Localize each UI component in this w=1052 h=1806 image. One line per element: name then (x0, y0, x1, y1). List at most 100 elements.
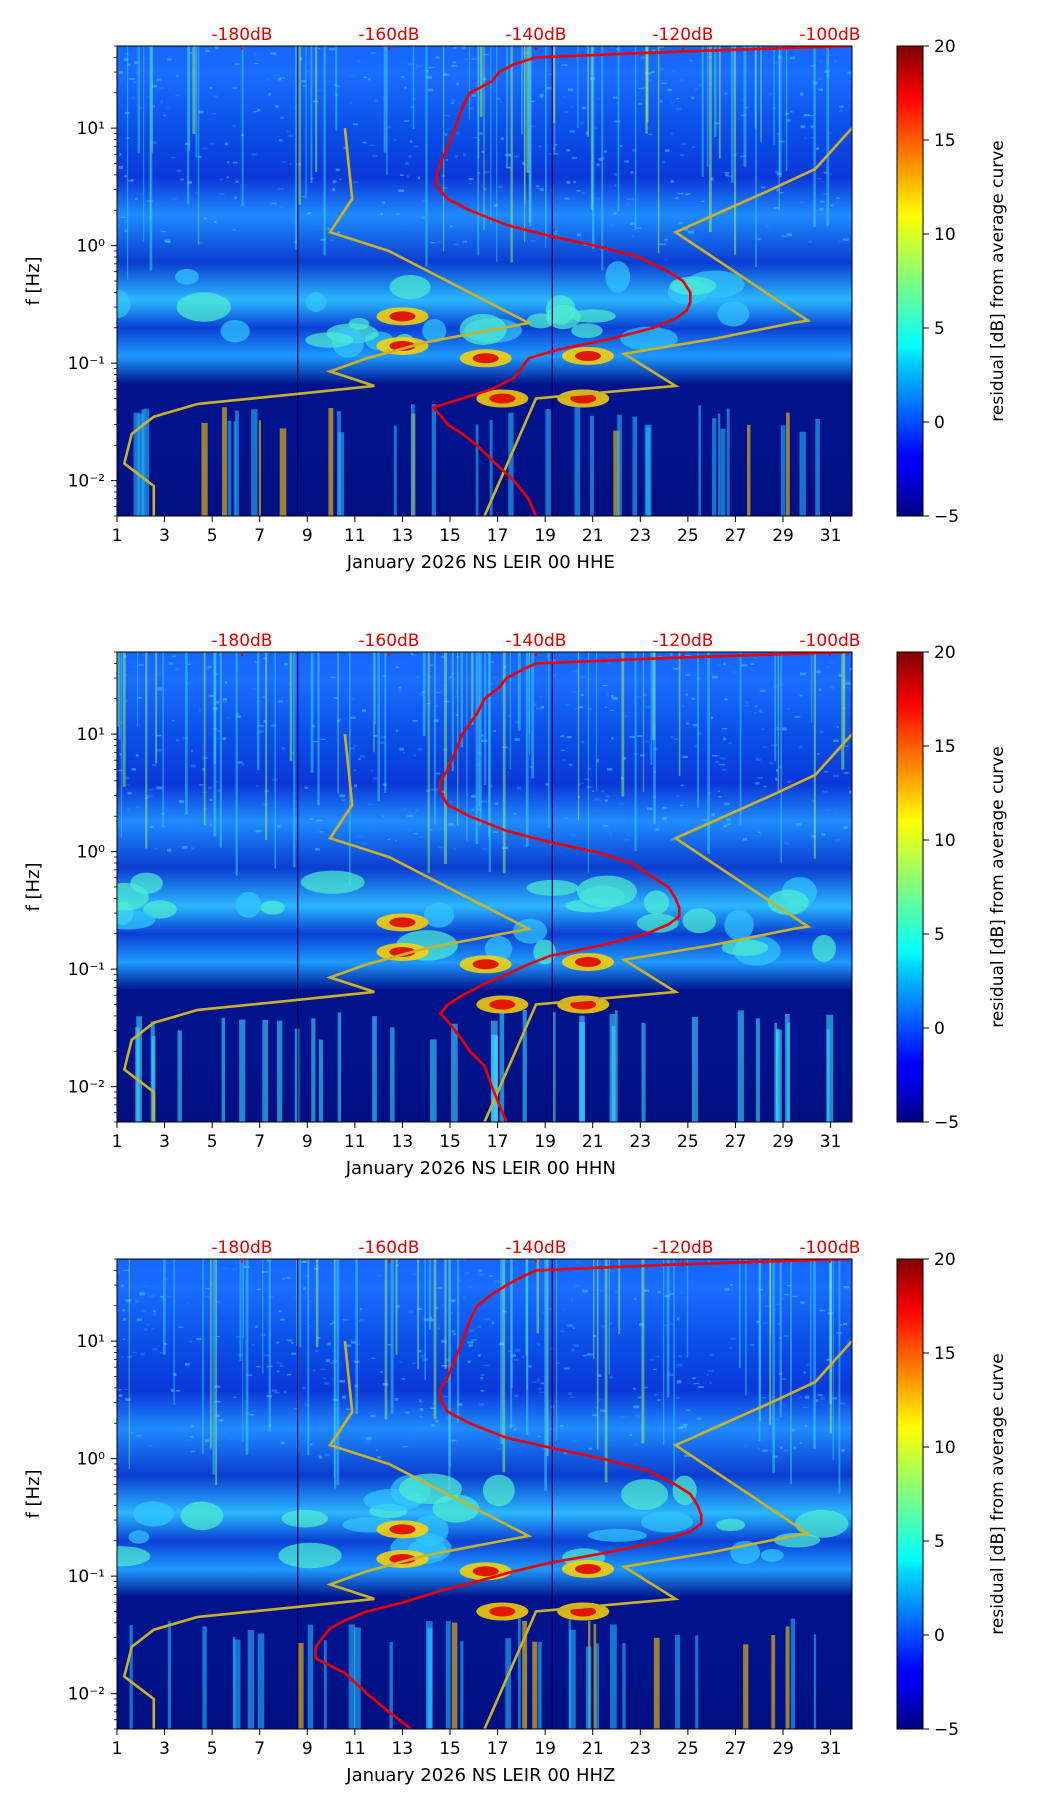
noise-speck (808, 240, 812, 243)
low-frequency-bar (720, 428, 726, 516)
noise-speck (311, 223, 316, 226)
noise-speck (691, 697, 695, 700)
noise-speck (595, 1406, 598, 1409)
noise-speck (677, 1380, 681, 1383)
noise-speck (629, 1434, 632, 1437)
noise-speck (443, 114, 450, 117)
noise-speck (754, 705, 758, 708)
noise-speck (714, 122, 720, 125)
noise-speck (559, 1424, 564, 1427)
noise-speck (789, 56, 796, 60)
low-frequency-bar (691, 1016, 698, 1122)
noise-speck (441, 1364, 448, 1367)
noise-speck (563, 1367, 570, 1370)
noise-speck (633, 1387, 636, 1390)
noise-speck (433, 719, 439, 723)
impulse-streak (650, 652, 653, 765)
noise-speck (302, 195, 306, 198)
noise-speck (803, 1371, 806, 1374)
noise-speck (135, 754, 139, 757)
spectrogram-area (117, 652, 852, 1122)
noise-speck (456, 131, 460, 135)
noise-speck (781, 727, 787, 731)
noise-speck (336, 231, 341, 234)
noise-speck (612, 96, 618, 99)
noise-speck (646, 807, 653, 811)
noise-speck (493, 831, 498, 834)
noise-speck (304, 1274, 309, 1278)
noise-speck (594, 1288, 599, 1291)
noise-speck (670, 736, 674, 739)
noise-speck (395, 666, 400, 669)
noise-speck (367, 803, 373, 806)
impulse-streak (305, 46, 307, 199)
noise-speck (292, 1296, 296, 1299)
noise-model-low (122, 127, 533, 516)
colorbar-tick-label: −5 (934, 1113, 959, 1133)
noise-speck (406, 175, 410, 178)
noise-speck (205, 1288, 210, 1290)
impulse-streak (555, 1259, 558, 1440)
noise-speck (480, 1374, 485, 1376)
noise-speck (209, 87, 213, 90)
noise-speck (140, 1352, 145, 1356)
noise-speck (275, 105, 279, 108)
noise-speck (186, 824, 192, 827)
impulse-streak (202, 1259, 204, 1454)
noise-speck (549, 73, 554, 75)
noise-speck (407, 62, 414, 65)
noise-speck (304, 1404, 309, 1406)
noise-speck (165, 1278, 169, 1280)
noise-speck (488, 661, 495, 663)
low-frequency-bar (610, 1624, 617, 1729)
noise-speck (581, 106, 586, 110)
noise-speck (794, 716, 801, 718)
noise-speck (277, 1362, 283, 1364)
noise-speck (123, 673, 128, 677)
noise-speck (406, 828, 413, 832)
db-tick-label: -140dB (505, 1238, 566, 1258)
noise-speck (387, 1343, 392, 1346)
noise-speck (167, 58, 172, 61)
low-frequency-bar (595, 1643, 600, 1729)
noise-speck (153, 1309, 156, 1313)
noise-speck (151, 105, 156, 108)
noise-speck (428, 66, 435, 69)
noise-speck (586, 786, 592, 788)
noise-speck (588, 1447, 593, 1450)
hot-spot-core (389, 1553, 416, 1564)
low-frequency-bar (337, 411, 341, 516)
noise-speck (154, 848, 158, 850)
noise-speck (120, 1284, 125, 1288)
noise-speck (125, 776, 130, 780)
noise-speck (722, 737, 726, 741)
noise-speck (182, 737, 188, 740)
noise-speck (539, 188, 545, 191)
noise-speck (819, 60, 823, 63)
noise-speck (452, 61, 457, 64)
noise-speck (680, 784, 684, 787)
noise-speck (818, 88, 823, 91)
impulse-streak (471, 652, 474, 725)
colorbar-tick-label: 5 (934, 319, 945, 339)
noise-speck (602, 684, 608, 687)
noise-speck (591, 790, 595, 792)
noise-speck (572, 215, 576, 218)
noise-speck (119, 153, 122, 156)
noise-speck (576, 233, 582, 237)
noise-speck (495, 682, 501, 685)
noise-speck (571, 1348, 575, 1352)
noise-speck (416, 1307, 423, 1311)
low-frequency-bar (235, 410, 239, 516)
colorbar-gradient (896, 1258, 924, 1730)
microseism-blob (281, 1509, 328, 1528)
noise-speck (471, 808, 475, 811)
microseism-blob (605, 260, 631, 293)
impulse-streak (293, 652, 296, 868)
noise-speck (452, 225, 457, 227)
noise-speck (596, 759, 599, 763)
noise-speck (232, 1268, 237, 1271)
noise-speck (733, 671, 738, 674)
low-frequency-bar (780, 425, 786, 516)
